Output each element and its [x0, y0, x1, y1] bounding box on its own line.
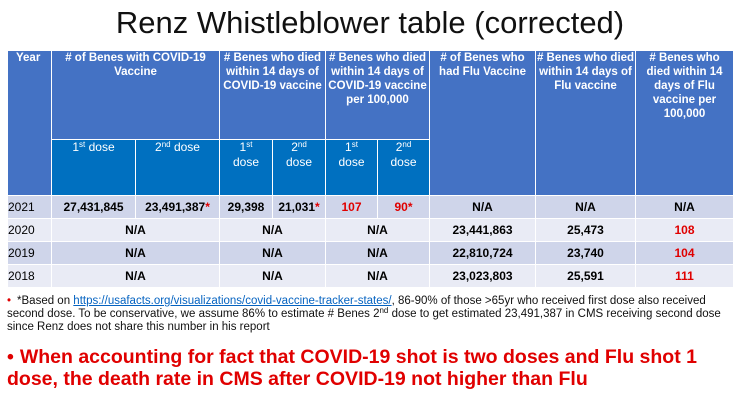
flu-benes-cell: N/A — [429, 195, 537, 219]
died-covid-cell: N/A — [219, 264, 326, 288]
footnote-prefix: *Based on — [17, 295, 74, 307]
subheader-rate-first-dose: 1st dose — [325, 139, 378, 196]
benes-second-dose-cell: 23,491,387* — [135, 195, 220, 219]
rate-first-dose-cell: 107 — [325, 195, 378, 219]
subheader-died-first-dose: 1st dose — [219, 139, 273, 196]
footnote-text-end: dose to get estimated 23,491,387 in CMS … — [7, 308, 721, 333]
table-row-2018: 2018 N/A N/A N/A 23,023,803 25,591 111 — [7, 264, 735, 288]
flu-benes-cell: 22,810,724 — [429, 241, 537, 265]
table-row-2019: 2019 N/A N/A N/A 22,810,724 23,740 104 — [7, 241, 735, 265]
year-cell: 2021 — [7, 195, 52, 219]
footnote-text: , 86-90% of those >65yr who received fir… — [7, 295, 706, 320]
subheader-rate-second-dose: 2nd dose — [376, 139, 431, 196]
died-covid-cell: N/A — [219, 218, 326, 242]
header-year: Year — [7, 50, 52, 196]
year-cell: 2020 — [7, 218, 52, 242]
footnote-bullet: • — [7, 295, 12, 307]
table-row-2020: 2020 N/A N/A N/A 23,441,863 25,473 108 — [7, 218, 735, 242]
flu-died-cell: 25,473 — [535, 218, 637, 242]
conclusion-text: When accounting for fact that COVID-19 s… — [7, 346, 697, 390]
footnote-star: * — [205, 200, 210, 214]
flu-died-cell: N/A — [535, 195, 637, 219]
rate-second-dose-cell: 90* — [376, 195, 431, 219]
rate-covid-cell: N/A — [324, 218, 431, 242]
footnote-sup: nd — [379, 306, 389, 315]
flu-benes-cell: 23,023,803 — [429, 264, 537, 288]
flu-rate-cell: N/A — [635, 195, 735, 219]
table-row-2021: 2021 27,431,845 23,491,387* 29,398 21,03… — [7, 195, 735, 219]
header-died-covid-vaccine: # Benes who died within 14 days of COVID… — [219, 50, 326, 140]
died-covid-cell: N/A — [219, 241, 326, 265]
slide-title: Renz Whistleblower table (corrected) — [115, 5, 625, 40]
flu-benes-cell: 23,441,863 — [429, 218, 537, 242]
rate-covid-cell: N/A — [324, 264, 431, 288]
flu-rate-cell: 104 — [635, 241, 735, 265]
header-benes-flu-vaccine: # of Benes who had Flu Vaccine — [429, 50, 537, 196]
benes-first-dose-cell: 27,431,845 — [51, 195, 136, 219]
flu-died-cell: 25,591 — [535, 264, 637, 288]
benes-covid-cell: N/A — [51, 241, 220, 265]
died-second-dose-cell: 21,031* — [272, 195, 326, 219]
conclusion: • When accounting for fact that COVID-19 … — [7, 346, 733, 390]
footnote-star: * — [407, 200, 413, 214]
source-link[interactable]: https://usafacts.org/visualizations/covi… — [73, 295, 392, 307]
benes-covid-cell: N/A — [51, 264, 220, 288]
conclusion-bullet: • — [7, 346, 14, 368]
died-first-dose-cell: 29,398 — [219, 195, 273, 219]
subheader-benes-first-dose: 1st dose — [51, 139, 136, 196]
flu-rate-cell: 111 — [635, 264, 735, 288]
year-cell: 2018 — [7, 264, 52, 288]
year-cell: 2019 — [7, 241, 52, 265]
flu-died-cell: 23,740 — [535, 241, 637, 265]
header-died-covid-per-100k: # Benes who died within 14 days of COVID… — [324, 50, 431, 140]
header-died-flu-vaccine: # Benes who died within 14 days of Flu v… — [535, 50, 637, 196]
header-died-flu-per-100k: # Benes who died within 14 days of Flu v… — [635, 50, 735, 196]
data-table: Year # of Benes with COVID-19 Vaccine # … — [7, 50, 735, 288]
header-benes-covid-vaccine: # of Benes with COVID-19 Vaccine — [51, 50, 220, 140]
subheader-died-second-dose: 2nd dose — [272, 139, 326, 196]
subheader-benes-second-dose: 2nd dose — [135, 139, 220, 196]
benes-covid-cell: N/A — [51, 218, 220, 242]
flu-rate-cell: 108 — [635, 218, 735, 242]
footnote-star: * — [315, 200, 320, 214]
footnote: • *Based on https://usafacts.org/visualiz… — [7, 295, 733, 334]
rate-covid-cell: N/A — [324, 241, 431, 265]
